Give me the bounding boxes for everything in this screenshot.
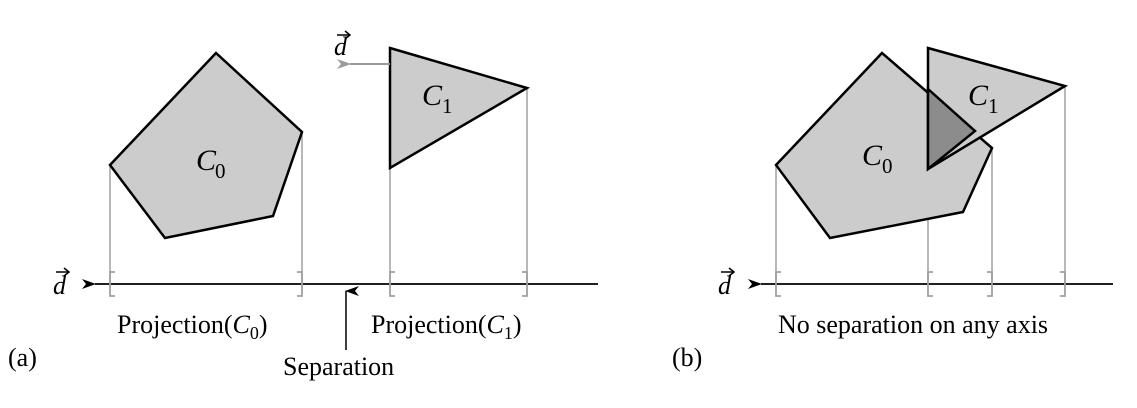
axis-label-b: d xyxy=(718,271,732,300)
panel-b-tag: (b) xyxy=(672,343,702,372)
c0-subscript-a: 0 xyxy=(215,159,226,183)
separation-label: Separation xyxy=(283,352,394,381)
vector-arrowhead-axis-a xyxy=(63,267,71,277)
c0-label-b: C xyxy=(862,139,883,172)
direction-label-a: d xyxy=(334,32,348,61)
polygon-c0-a xyxy=(108,51,304,240)
triangle-c1-a xyxy=(388,46,531,171)
no-separation-caption: No separation on any axis xyxy=(778,310,1048,339)
projection-brackets-a xyxy=(109,271,528,297)
axis-label-a: d xyxy=(53,271,67,300)
projection-brackets-b xyxy=(775,271,1066,297)
c1-label-b: C xyxy=(968,79,989,112)
panel-a-tag: (a) xyxy=(8,343,37,372)
panel-b: d C 0 C 1 No separation on any axis (b) xyxy=(672,46,1113,372)
vector-arrowhead-direction-a xyxy=(344,30,352,40)
projection-c0-label: Projection(C0) xyxy=(117,310,268,343)
c1-subscript-b: 1 xyxy=(988,94,999,118)
c1-label-a: C xyxy=(422,79,443,112)
c0-subscript-b: 0 xyxy=(882,154,893,178)
projection-c1-label: Projection(C1) xyxy=(371,310,522,343)
vector-arrowhead-axis-b xyxy=(728,267,736,277)
polygon-c0-b xyxy=(774,51,994,240)
panel-a: d d C 0 C 1 Projection(C0) Projection(C1… xyxy=(8,30,598,381)
overlap-region xyxy=(926,86,977,172)
c0-label-a: C xyxy=(196,144,217,177)
c1-subscript-a: 1 xyxy=(442,94,453,118)
